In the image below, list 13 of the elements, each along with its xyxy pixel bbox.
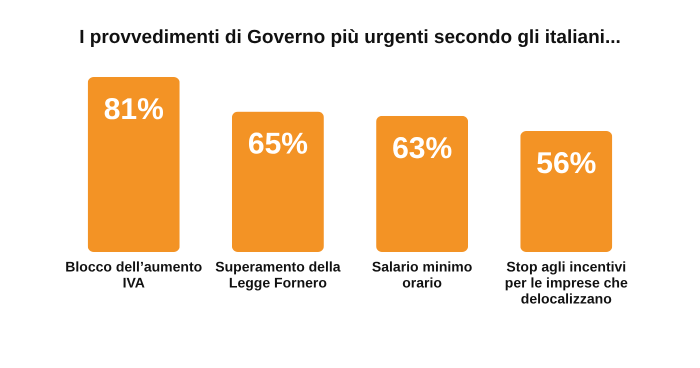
data-label: 65%: [248, 128, 308, 161]
bar: [88, 77, 180, 252]
x-tick-label: Salario minimo orario: [372, 258, 472, 290]
x-tick-label: Superamento della Legge Fornero: [215, 258, 341, 290]
bar: [376, 116, 468, 252]
data-label: 81%: [104, 93, 164, 126]
chart-title: I provvedimenti di Governo più urgenti secondo gli italiani...: [79, 27, 621, 48]
x-tick-label: Stop agli incentivi per le imprese che delocalizzano: [504, 258, 628, 306]
bar: [520, 131, 612, 252]
bar: [232, 112, 324, 252]
data-label: 63%: [392, 132, 452, 165]
data-label: 56%: [536, 147, 596, 180]
x-tick-label: Blocco dell’aumento IVA: [65, 258, 202, 290]
